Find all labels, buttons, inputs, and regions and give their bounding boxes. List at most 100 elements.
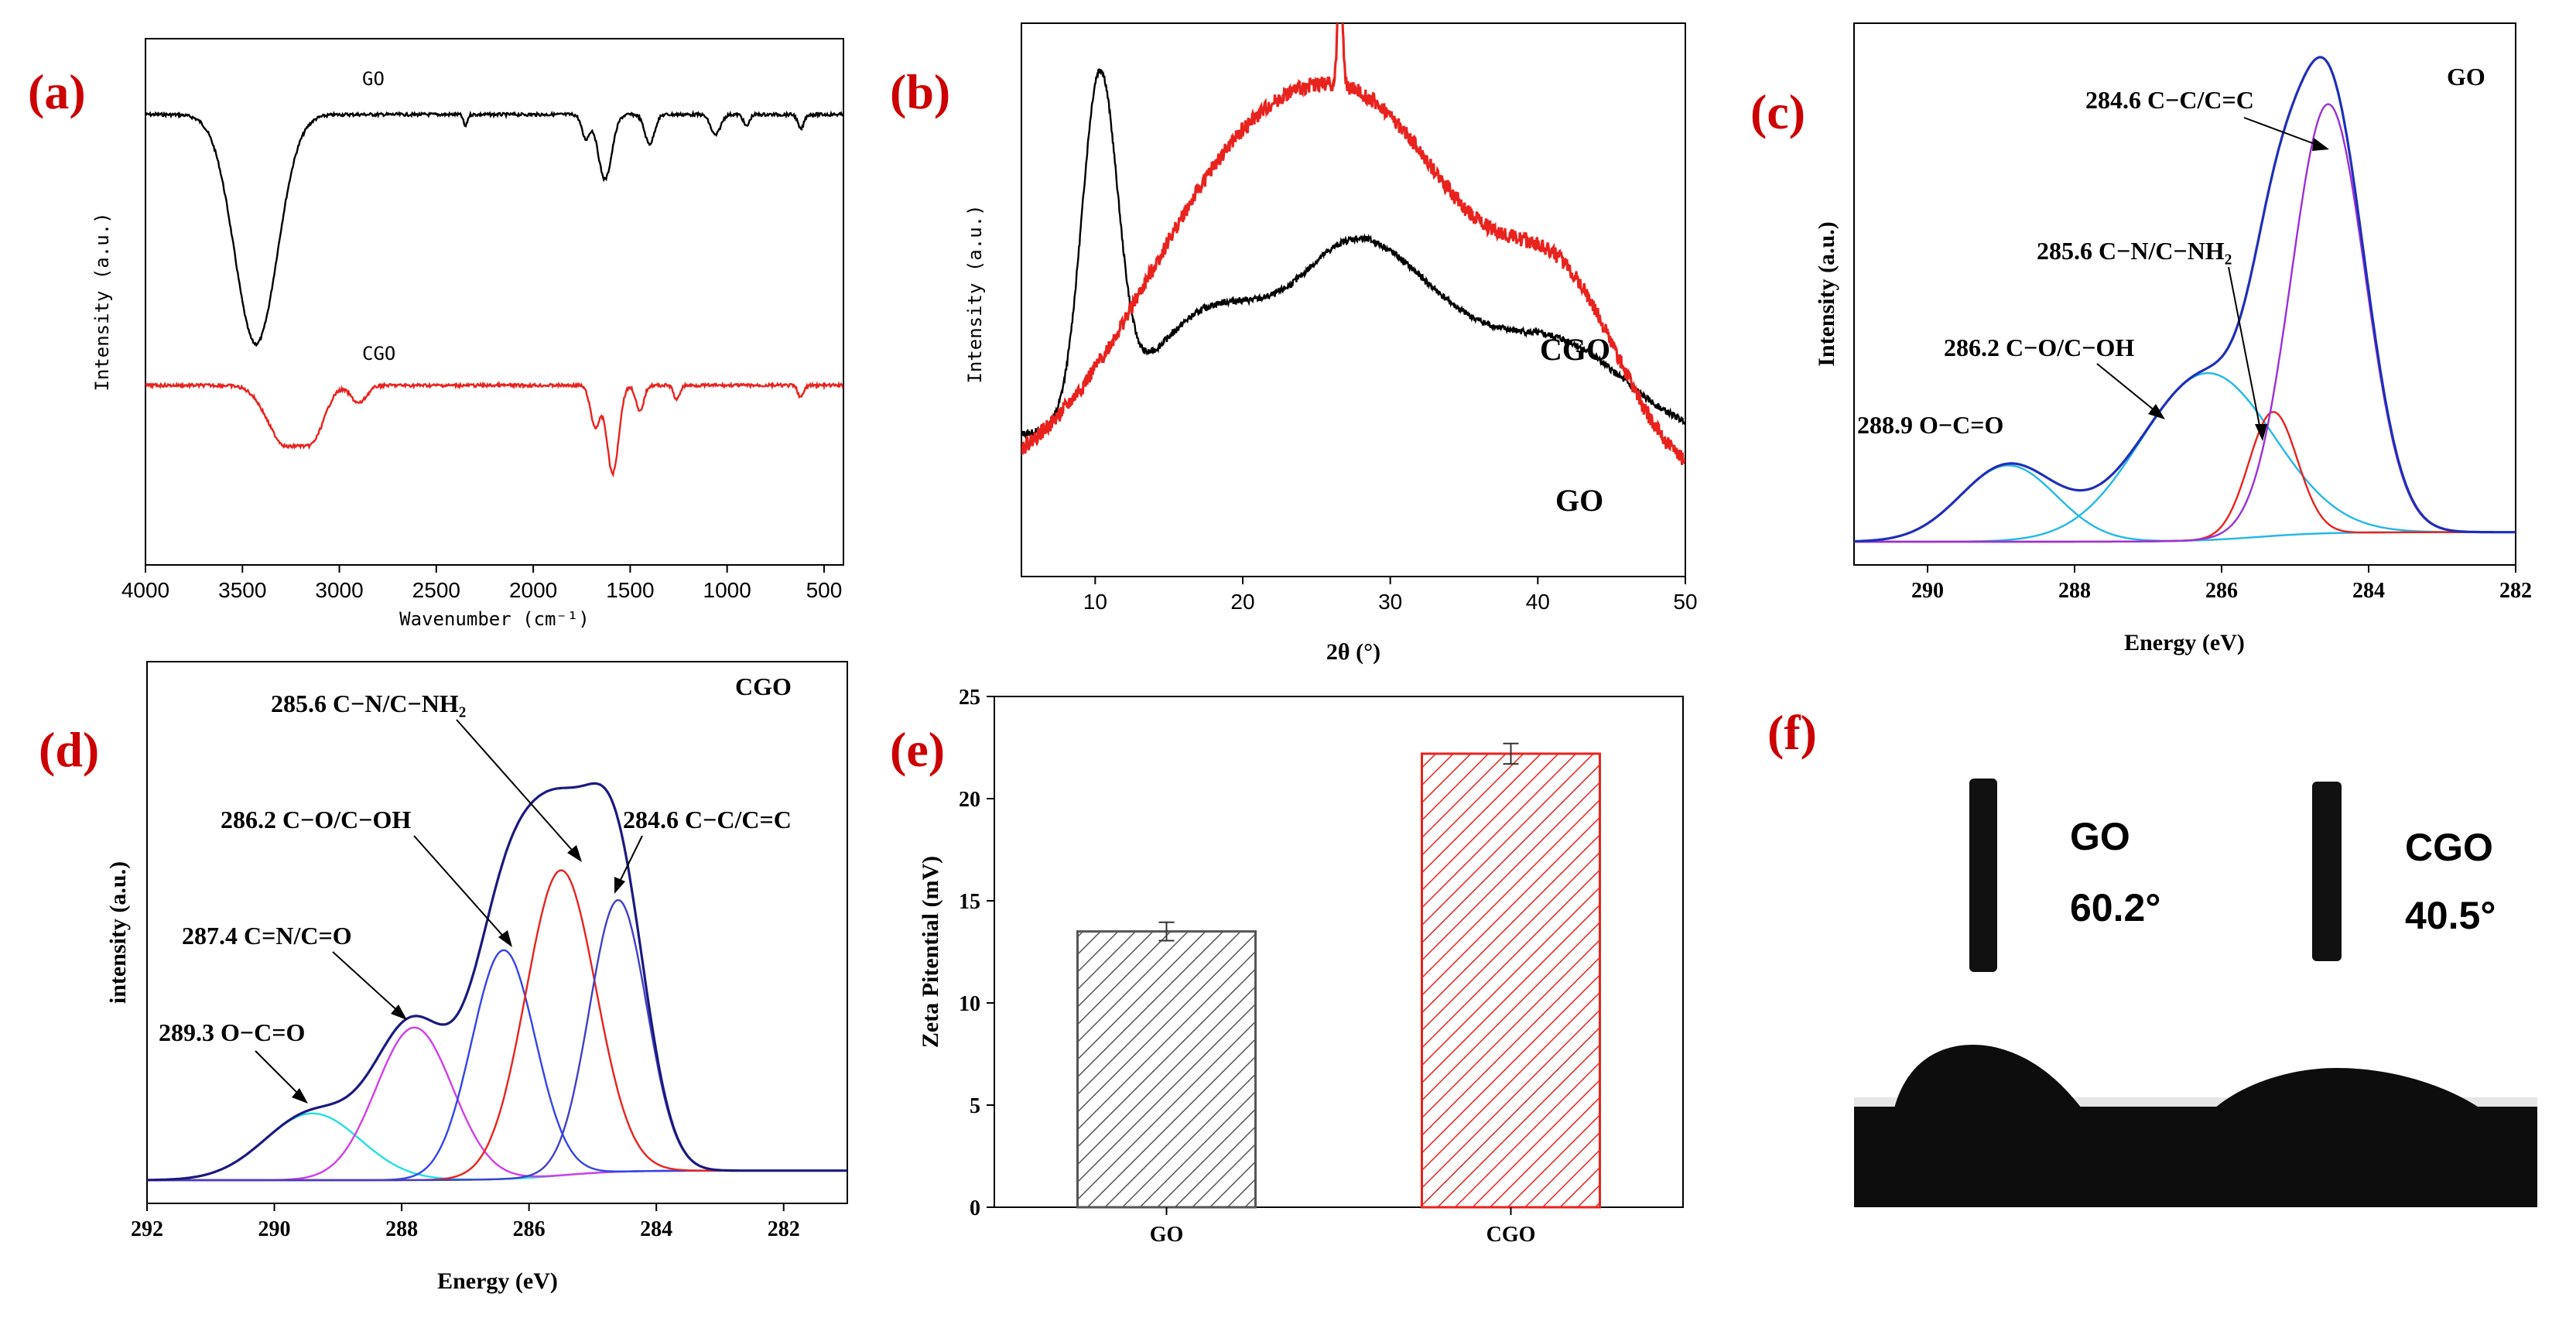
panel-d-label: (d) — [39, 722, 99, 777]
panel-e-bar-cgo — [1421, 752, 1601, 1209]
photo-cgo-name: CGO — [2405, 826, 2493, 869]
droplet-go — [1894, 1045, 2082, 1108]
needle-cgo — [2312, 782, 2342, 961]
panel-d-component-3 — [147, 949, 847, 1182]
panel-d-arrow-3 — [413, 835, 508, 941]
panel-e-ylabel: Zeta Pitential (mV) — [918, 856, 943, 1048]
panel-a-xtick-label: 2000 — [509, 578, 557, 602]
panel-d-annotation: CGO — [735, 672, 792, 700]
photo-cgo-angle: 40.5° — [2405, 894, 2496, 937]
panel-e-xtick-label: GO — [1150, 1223, 1184, 1247]
panel-b-xtick-label: 40 — [1526, 590, 1550, 614]
needle-go — [1969, 779, 1997, 972]
panel-a-series-cgo — [145, 380, 843, 477]
panel-c-arrow-3 — [2228, 266, 2262, 434]
panel-e-xtick-label: CGO — [1486, 1223, 1536, 1247]
panel-c-arrow-2 — [2096, 363, 2160, 415]
panel-c-xtick-label: 284 — [2352, 579, 2385, 603]
panel-b-xtick-label: 50 — [1673, 590, 1697, 614]
panel-a-xtick-label: 3500 — [218, 578, 266, 602]
panel-c-peak-label-4: 284.6 C−C/C=C — [2085, 86, 2254, 114]
panel-d-xtick-label: 286 — [513, 1217, 546, 1241]
panel-f-label: (f) — [1767, 705, 1817, 760]
droplet-cgo — [2215, 1068, 2480, 1108]
panel-e-ytick-label: 15 — [959, 890, 980, 914]
panel-d-arrowhead-2 — [391, 1004, 407, 1020]
panel-a-xtick-label: 3000 — [315, 578, 363, 602]
panel-d-component-2 — [147, 1026, 847, 1182]
panel-d: (d) 292 290 288 286 284 282 Energy (eV) inten… — [39, 661, 848, 1294]
panel-e: (e) 0 5 10 15 20 25 GO CGO Zeta Pitential (mV) — [890, 686, 1684, 1247]
panel-c-ylabel: Intensity (a.u.) — [1814, 221, 1839, 367]
panel-c-arrowhead-2 — [2148, 404, 2165, 419]
panel-b-xtick-label: 30 — [1378, 590, 1402, 614]
panel-d-arrow-1 — [255, 1050, 303, 1098]
panel-b-xtick-label: 20 — [1230, 590, 1254, 614]
panel-c-annotation: GO — [2447, 63, 2485, 91]
panel-a-xtick-label: 2500 — [412, 578, 460, 602]
panel-f: (f) GO 60.2° CGO 40.5° — [1767, 705, 2537, 1207]
panel-c-xlabel: Energy (eV) — [2124, 630, 2245, 655]
panel-d-xtick-label: 282 — [768, 1217, 800, 1241]
panel-c-peak-label-1: 288.9 O−C=O — [1857, 411, 2003, 439]
panel-d-xtick-label: 290 — [258, 1217, 291, 1241]
panel-c-arrow-4 — [2243, 117, 2324, 148]
panel-a-label: (a) — [28, 64, 86, 119]
panel-c-envelope — [1854, 56, 2516, 543]
photo-go-angle: 60.2° — [2070, 886, 2160, 929]
panel-c-xtick-label: 288 — [2058, 579, 2091, 603]
panel-b-label-go: GO — [1555, 483, 1603, 518]
panel-e-ytick-label: 25 — [959, 686, 980, 710]
contact-angle-photo-go: GO 60.2° — [1854, 779, 2195, 1207]
panel-d-arrow-4 — [456, 719, 577, 856]
panel-d-peak-label-3: 286.2 C−O/C−OH — [221, 806, 411, 833]
panel-a-xlabel: Wavenumber (cm⁻¹) — [399, 608, 590, 630]
panel-d-xtick-label: 284 — [640, 1217, 672, 1241]
panel-a-frame — [145, 38, 844, 566]
panel-e-ytick-label: 5 — [970, 1094, 980, 1118]
panel-e-label: (e) — [890, 722, 945, 777]
photo-go-name: GO — [2070, 815, 2130, 858]
panel-b-series-cgo — [1021, 23, 1685, 465]
panel-d-arrowhead-3 — [498, 930, 512, 947]
panel-c: (c) 290 288 286 284 282 Energy (eV) Intensit… — [1750, 22, 2532, 655]
panel-b: (b) 10 20 30 40 50 2θ (°) Intensity (a.u.) C… — [890, 22, 1698, 665]
panel-d-xlabel: Energy (eV) — [437, 1268, 558, 1294]
contact-angle-photo-cgo: CGO 40.5° — [2195, 782, 2537, 1207]
panel-d-arrowhead-1 — [292, 1088, 308, 1104]
panel-a-xtick-label: 1500 — [606, 578, 654, 602]
panel-c-label: (c) — [1750, 84, 1805, 139]
panel-d-arrowhead-5 — [614, 877, 625, 894]
panel-a-label-go: GO — [362, 68, 385, 90]
panel-e-ytick-label: 0 — [970, 1196, 980, 1220]
panel-a-xtick-label: 4000 — [121, 578, 169, 602]
panel-a-xtick-label: 500 — [806, 578, 843, 602]
photo-go-substrate — [1854, 1107, 2195, 1207]
panel-c-peak-label-2: 286.2 C−O/C−OH — [1944, 334, 2134, 361]
photo-cgo-substrate — [2195, 1107, 2537, 1207]
panel-d-arrow-2 — [332, 951, 402, 1015]
panel-c-xtick-label: 286 — [2205, 579, 2238, 603]
panel-a-xtick-label: 1000 — [703, 578, 751, 602]
panel-b-frame — [1021, 22, 1686, 577]
panel-d-envelope — [147, 782, 847, 1182]
panel-b-xtick-label: 10 — [1083, 590, 1107, 614]
panel-d-peak-label-4: 285.6 C−N/C−NH₂ — [271, 690, 466, 717]
panel-c-arrowhead-4 — [2312, 138, 2329, 151]
panel-b-xlabel: 2θ (°) — [1326, 639, 1380, 665]
panel-b-series-go — [1021, 68, 1685, 440]
panel-b-ylabel: Intensity (a.u.) — [964, 204, 986, 383]
panel-d-peak-label-2: 287.4 C=N/C=O — [182, 922, 352, 950]
panel-e-ytick-label: 20 — [959, 788, 980, 812]
panel-e-ytick-label: 10 — [959, 992, 980, 1016]
panel-a-series-go — [145, 109, 843, 347]
panel-d-peak-label-5: 284.6 C−C/C=C — [623, 806, 792, 833]
panel-d-frame — [146, 661, 848, 1204]
panel-e-frame — [994, 696, 1684, 1208]
panel-a: (a) 4000 3500 3000 2500 2000 1500 1000 500 Wave… — [28, 38, 844, 630]
panel-d-ylabel: intensity (a.u.) — [105, 861, 131, 1004]
panel-c-component-4 — [1854, 103, 2516, 543]
panel-c-xtick-label: 282 — [2499, 579, 2532, 603]
panel-c-xtick-label: 290 — [1911, 579, 1944, 603]
